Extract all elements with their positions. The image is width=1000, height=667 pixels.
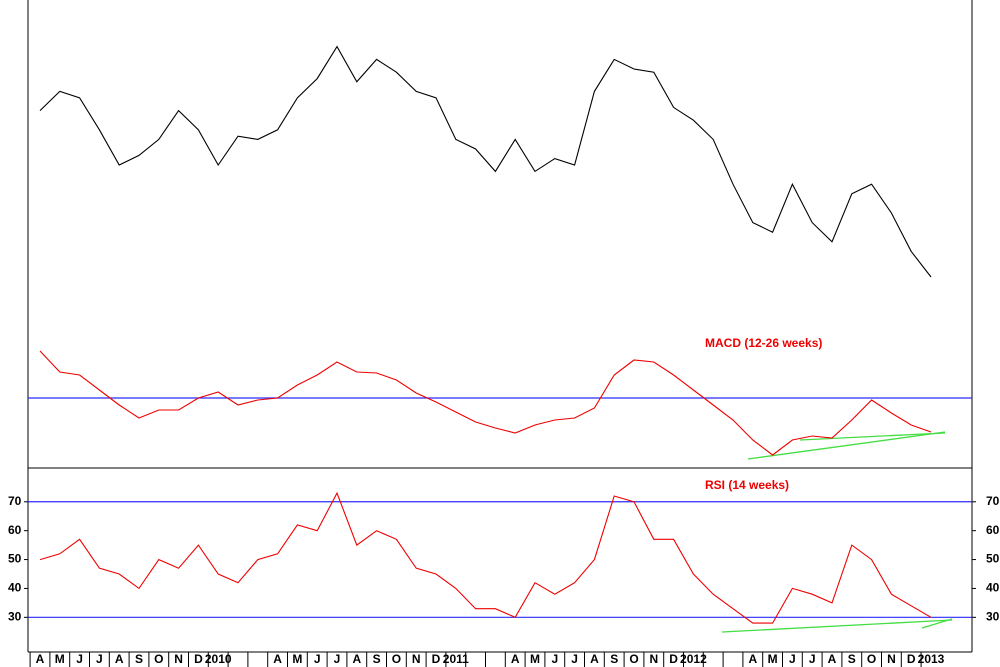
x-tick-label: A (273, 652, 282, 666)
x-tick-label: S (373, 652, 381, 666)
x-tick-label: S (848, 652, 856, 666)
y-tick-label: 30 (986, 610, 1000, 624)
x-tick-label: M (530, 652, 540, 666)
x-tick-label: 2012 (680, 652, 707, 666)
x-tick-label: N (412, 652, 421, 666)
series-line (39, 45, 932, 278)
y-tick-label: 70 (8, 494, 22, 508)
x-tick-label: D (669, 652, 678, 666)
x-tick-label: O (392, 652, 401, 666)
x-tick-label: J (809, 652, 816, 666)
panel-label: MACD (12-26 weeks) (705, 336, 822, 350)
y-tick-label: 50 (986, 552, 1000, 566)
x-tick-label: A (36, 652, 45, 666)
x-tick-label: 2010 (205, 652, 232, 666)
x-tick-label: N (649, 652, 658, 666)
x-tick-label: A (511, 652, 520, 666)
x-tick-label: M (55, 652, 65, 666)
x-tick-label: O (154, 652, 163, 666)
x-tick-label: J (551, 652, 558, 666)
y-tick-label: 60 (986, 523, 1000, 537)
y-tick-label: 60 (8, 523, 22, 537)
x-tick-label: 2011 (443, 652, 469, 666)
trend-line (721, 619, 953, 633)
x-tick-label: D (432, 652, 441, 666)
x-tick-label: N (174, 652, 183, 666)
x-tick-label: J (571, 652, 578, 666)
x-tick-label: S (135, 652, 143, 666)
y-tick-label: 50 (8, 552, 22, 566)
y-tick-label: 30 (8, 610, 22, 624)
y-tick-label: 40 (986, 581, 1000, 595)
x-tick-label: A (352, 652, 361, 666)
x-tick-label: J (96, 652, 103, 666)
x-tick-label: O (629, 652, 638, 666)
x-tick-label: J (789, 652, 796, 666)
series-line (39, 491, 932, 624)
x-tick-label: A (115, 652, 124, 666)
x-tick-label: J (334, 652, 341, 666)
x-tick-label: N (887, 652, 896, 666)
x-tick-label: O (867, 652, 876, 666)
x-tick-label: J (76, 652, 83, 666)
x-tick-label: S (610, 652, 618, 666)
panel-label: RSI (14 weeks) (705, 478, 789, 492)
x-tick-label: 2013 (918, 652, 945, 666)
trend-line (747, 431, 946, 460)
x-tick-label: D (194, 652, 203, 666)
x-tick-label: A (590, 652, 599, 666)
x-tick-label: J (314, 652, 321, 666)
x-tick-label: D (907, 652, 916, 666)
y-tick-label: 70 (986, 494, 1000, 508)
y-tick-label: 40 (8, 581, 22, 595)
series-line (39, 350, 932, 456)
x-tick-label: M (292, 652, 302, 666)
x-tick-label: A (748, 652, 757, 666)
trend-line (799, 432, 946, 441)
x-tick-label: M (768, 652, 778, 666)
x-tick-label: A (828, 652, 837, 666)
